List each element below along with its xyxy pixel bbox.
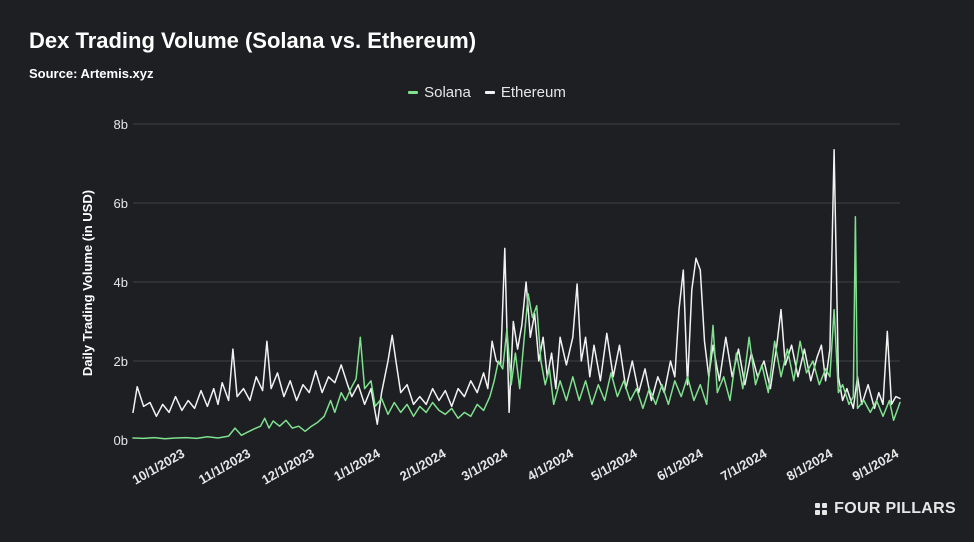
x-tick-label: 3/1/2024 xyxy=(459,445,511,484)
legend-swatch-ethereum xyxy=(484,90,495,94)
y-tick-label: 4b xyxy=(114,275,128,290)
legend-label-ethereum: Ethereum xyxy=(500,83,566,101)
x-tick-label: 4/1/2024 xyxy=(525,445,577,484)
series-line-ethereum xyxy=(132,148,901,425)
four-pillars-logo: FOUR PILLARS xyxy=(815,500,956,518)
four-pillars-icon xyxy=(815,503,828,515)
y-tick-label: 2b xyxy=(114,354,128,369)
series-lines xyxy=(132,148,901,440)
x-tick-label: 10/1/2023 xyxy=(130,446,188,488)
series-line-solana xyxy=(132,216,901,440)
legend-item-ethereum[interactable]: Ethereum xyxy=(484,82,566,102)
chart-subtitle: Source: Artemis.xyz xyxy=(29,66,154,81)
x-tick-label: 1/1/2024 xyxy=(331,445,383,484)
legend-swatch-solana xyxy=(408,90,419,94)
legend-item-solana[interactable]: Solana xyxy=(408,82,471,102)
y-tick-label: 6b xyxy=(114,196,128,211)
x-tick-label: 5/1/2024 xyxy=(588,445,640,484)
y-tick-label: 0b xyxy=(114,433,128,448)
x-tick-label: 8/1/2024 xyxy=(784,445,836,484)
x-tick-label: 11/1/2023 xyxy=(196,446,253,488)
x-tick-label: 7/1/2024 xyxy=(718,445,770,484)
x-axis-ticks: 10/1/2023 11/1/2023 12/1/2023 1/1/2024 2/1/2… xyxy=(130,445,902,487)
chart-title: Dex Trading Volume (Solana vs. Ethereum) xyxy=(29,28,477,53)
x-tick-label: 2/1/2024 xyxy=(397,445,449,484)
brand-label: FOUR PILLARS xyxy=(834,500,956,517)
y-tick-label: 8b xyxy=(114,117,128,132)
x-tick-label: 12/1/2023 xyxy=(259,446,317,488)
x-tick-label: 6/1/2024 xyxy=(654,445,706,484)
x-tick-label: 9/1/2024 xyxy=(850,445,902,484)
y-axis-ticks: 0b 2b 4b 6b 8b xyxy=(114,117,128,448)
legend-label-solana: Solana xyxy=(424,83,471,101)
chart-legend: Solana Ethereum xyxy=(0,82,974,102)
grid-lines xyxy=(133,123,900,362)
y-axis-label: Daily Trading Volume (in USD) xyxy=(80,190,95,376)
